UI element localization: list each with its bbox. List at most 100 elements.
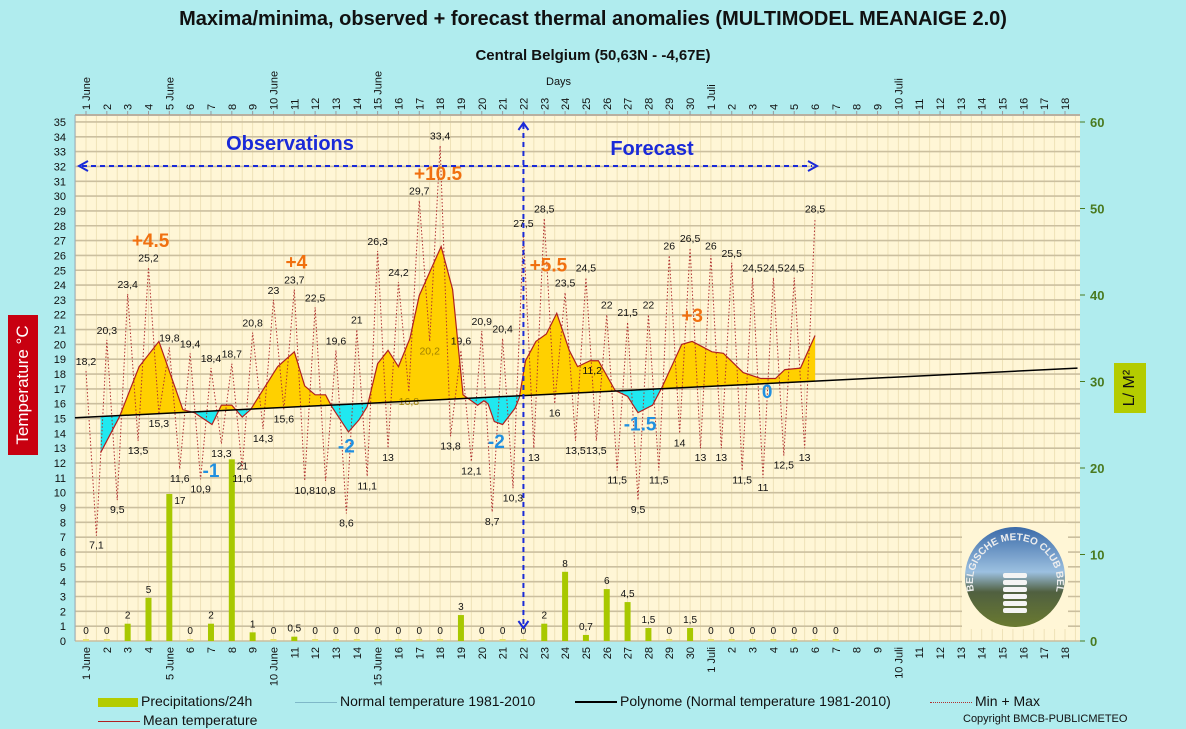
precip-bar	[707, 639, 714, 641]
precip-value-label: 0	[729, 626, 735, 637]
anomaly-label: -1	[203, 461, 220, 482]
max-value-label: 24,2	[388, 267, 409, 279]
x-tick-label-bottom: 16	[393, 647, 405, 659]
anomaly-label: +4	[286, 253, 308, 274]
precip-value-label: 0	[708, 626, 714, 637]
precip-value-label: 2	[208, 611, 214, 622]
arrow-up-head-icon	[517, 121, 530, 131]
x-tick-label-bottom: 27	[623, 647, 635, 659]
legend-mean-swatch	[98, 720, 140, 722]
precip-bar	[374, 639, 381, 641]
logo-screen-icon	[1003, 601, 1027, 606]
logo-screen-icon	[1003, 587, 1027, 592]
y-tick-label-left: 22	[54, 310, 66, 322]
max-value-label: 28,5	[534, 203, 555, 215]
max-value-label: 18,4	[201, 353, 222, 365]
logo-screen-icon	[1003, 580, 1027, 585]
y-tick-label-left: 0	[60, 636, 66, 648]
min-value-label: 14	[674, 437, 686, 449]
chart-title: Maxima/minima, observed + forecast therm…	[179, 8, 1007, 30]
min-value-label: 14,3	[253, 433, 274, 445]
max-value-label: 21,5	[617, 307, 638, 319]
min-value-label: 11,5	[732, 474, 752, 486]
x-tick-label-bottom: 30	[685, 647, 697, 659]
min-value-label: 13,8	[440, 440, 461, 452]
x-axis-label: Days	[546, 76, 572, 88]
x-tick-label-bottom: 5	[789, 647, 801, 653]
x-tick-label-top: 9	[873, 104, 885, 110]
min-value-label: 15,6	[274, 414, 295, 426]
x-tick-label-top: 17	[414, 98, 426, 110]
precip-value-label: 0	[416, 626, 422, 637]
y-tick-label-right: 0	[1090, 634, 1097, 649]
y-tick-label-left: 29	[54, 206, 66, 218]
precip-value-label: 3	[458, 602, 464, 613]
y-tick-label-left: 31	[54, 176, 66, 188]
normal-polynomial-line	[74, 367, 1078, 419]
min-value-label: 13,5	[565, 445, 586, 457]
max-value-label: 19,4	[180, 338, 201, 350]
x-tick-label-bottom: 9	[873, 647, 885, 653]
max-value-label: 19,6	[451, 335, 472, 347]
max-value-label: 25,2	[138, 252, 159, 264]
legend-precip: Precipitations/24h	[98, 693, 252, 709]
y-tick-label-left: 7	[60, 532, 66, 544]
precip-value-label: 4,5	[621, 589, 635, 600]
max-value-label: 20,3	[97, 325, 118, 337]
x-tick-label-top: 10 Juli	[893, 78, 905, 110]
y-tick-label-right: 60	[1090, 115, 1104, 130]
x-tick-label-top: 19	[456, 98, 468, 110]
x-tick-label-top: 13	[956, 98, 968, 110]
x-tick-label-top: 3	[748, 104, 760, 110]
x-tick-label-top: 16	[1018, 98, 1030, 110]
precip-value-label: 0	[750, 626, 756, 637]
y-tick-label-left: 32	[54, 161, 66, 173]
y-axis-left-label: Temperature °C	[8, 315, 38, 455]
x-tick-label-bottom: 8	[852, 647, 864, 653]
x-tick-label-bottom: 4	[768, 647, 780, 653]
legend-mean-text: Mean temperature	[143, 712, 258, 728]
mean-value-label: 11,2	[582, 365, 602, 377]
x-tick-label-bottom: 7	[206, 647, 218, 653]
precip-value-label: 0	[333, 626, 339, 637]
min-value-label: 10,9	[190, 483, 211, 495]
max-value-label: 26	[663, 240, 675, 252]
precip-value-label: 0	[104, 626, 110, 637]
max-value-label: 28,5	[805, 203, 826, 215]
precip-value-label: 0	[396, 626, 402, 637]
min-value-label: 12,1	[461, 466, 482, 478]
anomaly-label: -2	[488, 432, 505, 453]
precip-bar	[770, 639, 777, 641]
min-value-label: 8,7	[485, 516, 500, 528]
x-tick-label-top: 8	[227, 104, 239, 110]
x-tick-label-bottom: 12	[310, 647, 322, 659]
y-tick-label-left: 25	[54, 265, 66, 277]
x-tick-label-top: 14	[977, 98, 989, 110]
precip-value-label: 6	[604, 576, 610, 587]
min-max-line	[85, 145, 816, 536]
precip-bar	[457, 615, 464, 641]
x-tick-label-top: 17	[1039, 98, 1051, 110]
x-tick-label-top: 20	[477, 98, 489, 110]
x-tick-label-bottom: 19	[456, 647, 468, 659]
x-tick-label-bottom: 29	[664, 647, 676, 659]
precip-value-label: 1	[250, 619, 256, 630]
min-value-label: 10,8	[294, 485, 315, 497]
precip-value-label: 0	[271, 626, 277, 637]
x-tick-label-top: 25	[581, 98, 593, 110]
y-tick-label-left: 14	[54, 428, 66, 440]
x-tick-label-top: 3	[123, 104, 135, 110]
y-tick-label-right: 30	[1090, 375, 1104, 390]
x-tick-label-bottom: 14	[352, 647, 364, 659]
y-tick-label-left: 28	[54, 221, 66, 233]
precip-bar	[749, 639, 756, 641]
x-tick-label-bottom: 2	[102, 647, 114, 653]
max-value-label: 24,5	[784, 263, 805, 275]
precip-bar	[353, 639, 360, 641]
y-tick-label-left: 20	[54, 339, 66, 351]
y-tick-label-right: 40	[1090, 288, 1104, 303]
x-tick-label-bottom: 9	[248, 647, 260, 653]
precip-bar	[83, 639, 89, 641]
max-value-label: 20,9	[472, 316, 493, 328]
x-tick-label-top: 12	[935, 98, 947, 110]
